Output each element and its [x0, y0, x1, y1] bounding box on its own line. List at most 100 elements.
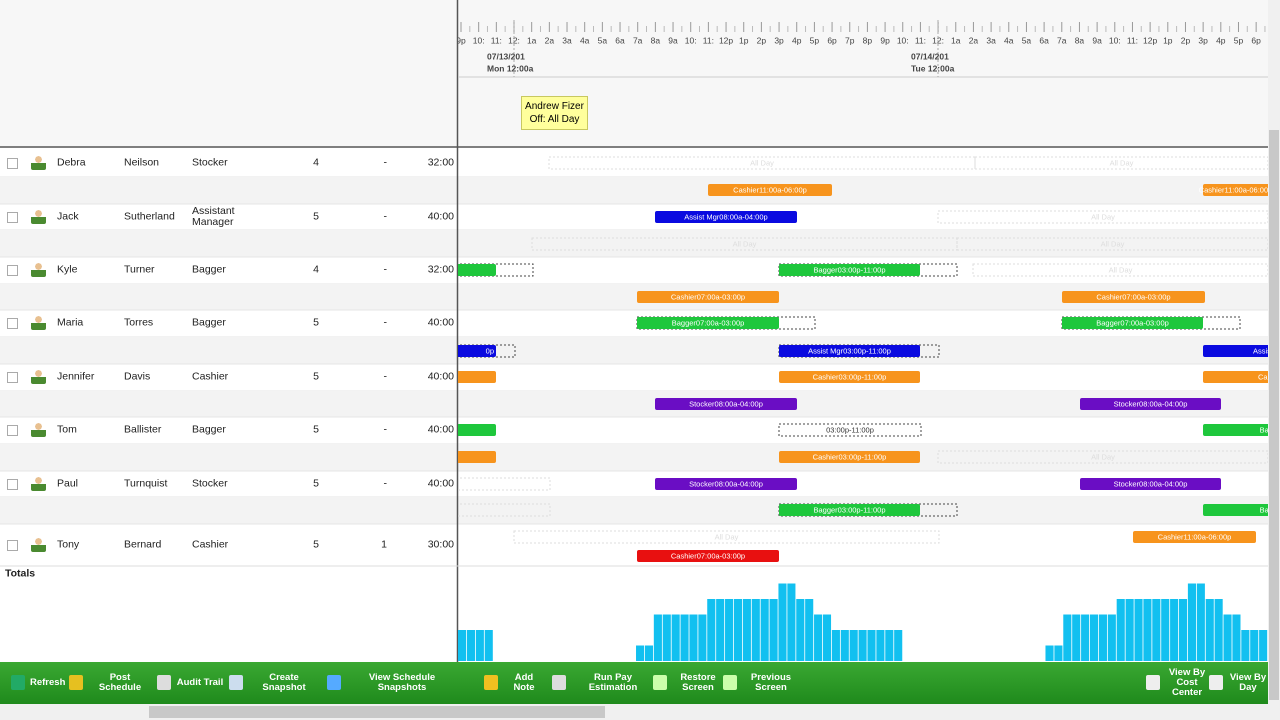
toolbar-icon[interactable] [229, 675, 243, 690]
coverage-bar [1241, 630, 1250, 661]
toolbar-icon[interactable] [1146, 675, 1160, 690]
hour-label: 7p [845, 35, 855, 45]
toolbar-icon[interactable] [653, 675, 667, 690]
hour-label: 1p [1163, 35, 1173, 45]
shift-label: All Day [1110, 158, 1134, 167]
toolbar-icon[interactable] [69, 675, 83, 690]
hour-label: 1p [739, 35, 749, 45]
hour-label: 6p [1251, 35, 1261, 45]
coverage-bar [885, 630, 894, 661]
row-checkbox[interactable] [7, 265, 18, 276]
hour-label: 1a [951, 35, 961, 45]
row-checkbox[interactable] [7, 158, 18, 169]
shift-bar [458, 264, 496, 276]
shift-bar [1203, 184, 1268, 196]
toolbar-button[interactable]: Audit Trail [176, 677, 224, 688]
shift-bar [1062, 317, 1203, 329]
coverage-bar [751, 599, 760, 661]
timeline-body: 9p 10: 11: 12: 1a 2a 3a 4a 5a 6a 7a 8a 9a 10: 11: 12p 1p… [458, 20, 1268, 661]
toolbar-button[interactable]: Post Schedule [98, 672, 142, 693]
note-box[interactable]: Andrew Fizer Off: All Day [521, 96, 588, 130]
hour-label: 3p [774, 35, 784, 45]
coverage-bar [1178, 599, 1188, 661]
person-icon [31, 369, 46, 384]
toolbar-button[interactable]: Previous Screen [750, 672, 792, 693]
shift-bar [779, 371, 920, 383]
v-scrollbar[interactable] [1268, 0, 1280, 720]
toolbar-button[interactable]: Add Note [513, 672, 535, 693]
hour-label: 11: [1127, 35, 1138, 45]
shift-placeholder [531, 237, 958, 251]
hour-label: 6a [615, 35, 625, 45]
coverage-bar [466, 630, 476, 661]
coverage-bar [1232, 614, 1241, 661]
coverage-bar [742, 599, 751, 661]
first-name: Debra [57, 156, 86, 169]
shift-count: 5 [313, 370, 319, 383]
shift-placeholder [937, 210, 1268, 224]
hour-label: 3p [1198, 35, 1208, 45]
shift-placeholder [458, 503, 551, 517]
toolbar-button[interactable]: Create Snapshot [262, 672, 306, 693]
shift-count: 5 [313, 477, 319, 490]
toolbar-button[interactable]: Refresh [30, 677, 66, 688]
shift-bar [1203, 345, 1268, 357]
violations: - [383, 316, 388, 329]
shift-label: Bagger07:00a-03:00p [672, 318, 745, 327]
row-checkbox[interactable] [7, 425, 18, 436]
coverage-bar [805, 599, 814, 661]
violations: - [383, 156, 388, 169]
toolbar-icon[interactable] [157, 675, 171, 690]
violations: - [383, 370, 388, 383]
violations: - [383, 423, 388, 436]
row-checkbox[interactable] [7, 372, 18, 383]
toolbar-button[interactable]: Run Pay Estimation [588, 672, 638, 693]
shift-bar [637, 550, 779, 562]
hour-label: 1a [527, 35, 537, 45]
toolbar-button[interactable]: View Schedule Snapshots [368, 672, 436, 693]
hour-label: 11: [703, 35, 714, 45]
shift-label: Cashier03:00p-11:00p [813, 452, 887, 461]
coverage-bar [1205, 599, 1214, 661]
row-checkbox[interactable] [7, 479, 18, 490]
row-checkbox[interactable] [7, 318, 18, 329]
hour-label: 4p [792, 35, 802, 45]
shift-label: Cashier11:00a-06:00p [733, 185, 807, 194]
toolbar-icon[interactable] [327, 675, 341, 690]
day-date: 07/14/201 [911, 51, 949, 61]
shift-bar [1133, 531, 1256, 543]
toolbar-icon[interactable] [484, 675, 498, 690]
coverage-bar [662, 614, 671, 661]
toolbar-icon[interactable] [11, 675, 25, 690]
toolbar-button[interactable]: View By Day [1229, 672, 1267, 693]
row-checkbox[interactable] [7, 540, 18, 551]
last-name: Turner [124, 263, 155, 276]
toolbar-button[interactable]: Restore Screen [680, 672, 716, 693]
totals-label: Totals [5, 567, 36, 580]
coverage-bar [822, 614, 832, 661]
shift-label: Bagger03:00p-11:00p [813, 505, 885, 514]
last-name: Torres [124, 316, 154, 329]
coverage-bar [849, 630, 858, 661]
shift-label: Assist Mgr08:00a-04:00p [684, 212, 767, 221]
shift-bar [779, 264, 920, 276]
hour-label: 8a [1075, 35, 1085, 45]
violations: - [383, 477, 388, 490]
toolbar-icon[interactable] [723, 675, 737, 690]
schedule-timeline: 9p 10: 11: 12: 1a 2a 3a 4a 5a 6a 7a 8a 9a 10: 11: 12p 1p… [0, 0, 1268, 662]
coverage-bar [1259, 630, 1268, 661]
toolbar-button[interactable]: View By Cost Center [1168, 667, 1206, 698]
total-hours: 40:00 [427, 370, 454, 383]
total-hours: 40:00 [427, 316, 454, 329]
coverage-bar [475, 630, 484, 661]
coverage-bar [1116, 599, 1125, 661]
row-checkbox[interactable] [7, 212, 18, 223]
coverage-bar [680, 614, 689, 661]
last-name: Turnquist [124, 477, 168, 490]
header-bg [0, 0, 1268, 146]
hour-label: 7a [1057, 35, 1067, 45]
note-name: Andrew Fizer [525, 101, 584, 112]
toolbar-icon[interactable] [1209, 675, 1223, 690]
toolbar-icon[interactable] [552, 675, 566, 690]
h-scrollbar[interactable] [0, 704, 1268, 720]
